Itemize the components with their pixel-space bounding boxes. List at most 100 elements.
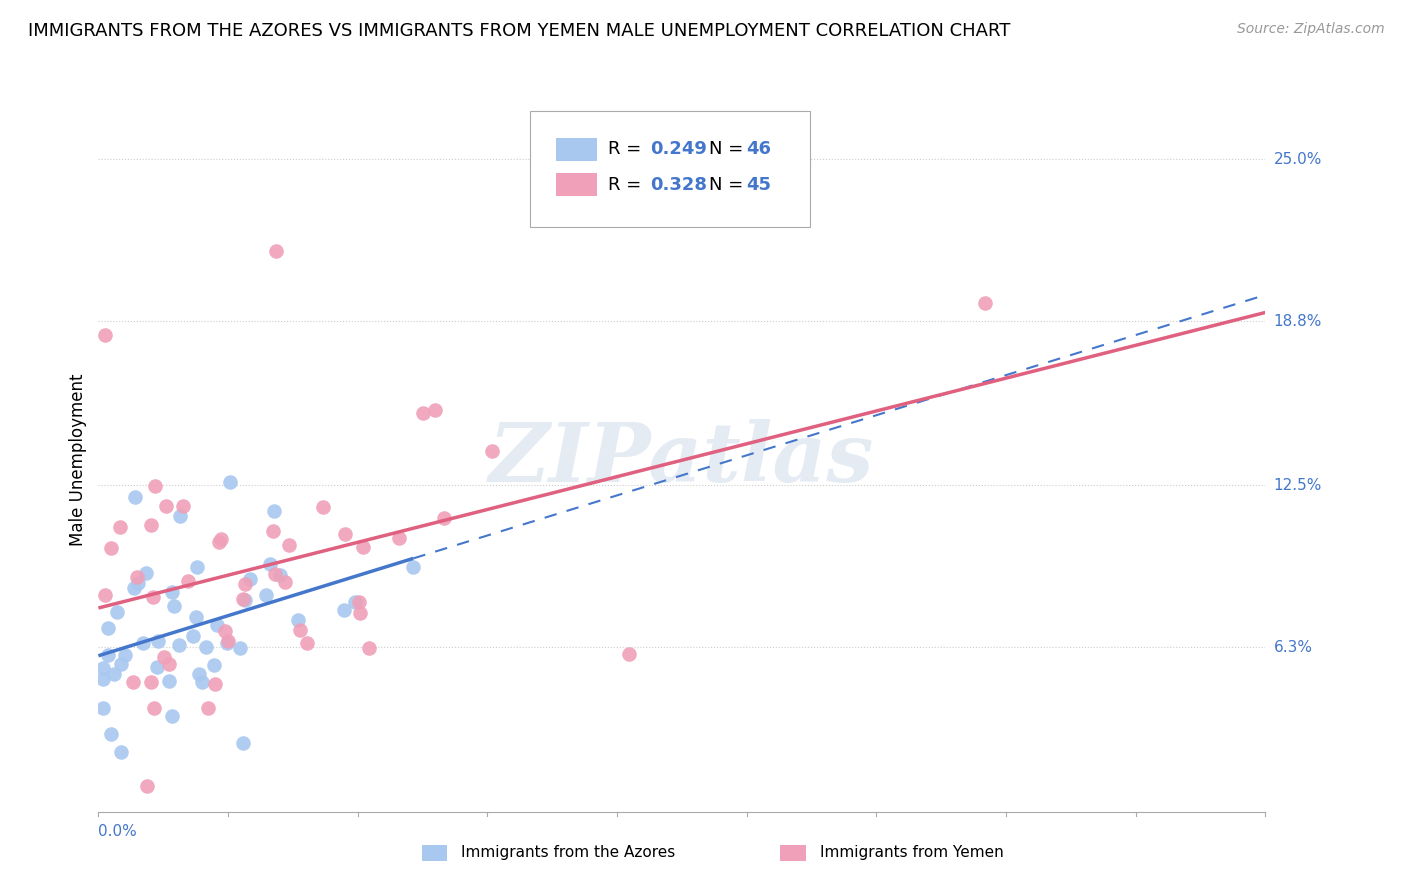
Point	[359, 641, 381, 656]
Point	[160, 585, 183, 599]
Point	[122, 675, 145, 690]
Point	[135, 779, 157, 793]
Point	[295, 636, 318, 650]
Point	[343, 595, 366, 609]
Point	[349, 595, 371, 609]
Text: Immigrants from Yemen: Immigrants from Yemen	[820, 846, 1004, 860]
Point	[205, 618, 228, 632]
Text: 12.5%: 12.5%	[1274, 478, 1322, 493]
Point	[124, 491, 146, 505]
Point	[617, 647, 640, 661]
FancyBboxPatch shape	[555, 173, 596, 196]
Point	[233, 593, 256, 607]
Point	[91, 661, 114, 675]
Point	[125, 570, 148, 584]
Text: N =: N =	[709, 176, 749, 194]
Point	[110, 520, 132, 534]
Point	[157, 673, 180, 688]
Point	[142, 701, 165, 715]
Point	[114, 648, 136, 663]
Point	[141, 518, 163, 533]
Point	[139, 674, 162, 689]
Point	[333, 603, 356, 617]
Point	[142, 590, 165, 604]
Point	[263, 504, 285, 518]
Text: 0.328: 0.328	[651, 176, 707, 194]
Text: R =: R =	[609, 176, 647, 194]
Point	[94, 588, 117, 602]
Point	[167, 638, 190, 652]
Point	[162, 708, 184, 723]
Point	[269, 568, 291, 582]
Point	[155, 499, 177, 513]
Point	[202, 658, 225, 673]
Text: 0.0%: 0.0%	[98, 824, 138, 839]
Point	[195, 640, 218, 655]
Point	[349, 607, 371, 621]
FancyBboxPatch shape	[530, 111, 810, 227]
Point	[181, 629, 204, 643]
Point	[352, 540, 374, 554]
Text: Immigrants from the Azores: Immigrants from the Azores	[461, 846, 675, 860]
Point	[204, 677, 226, 691]
Point	[157, 657, 180, 672]
Point	[110, 745, 132, 759]
Point	[146, 660, 169, 674]
Point	[290, 624, 312, 638]
Point	[232, 592, 254, 607]
Point	[335, 527, 357, 541]
Point	[217, 634, 239, 648]
Point	[143, 479, 166, 493]
Point	[186, 560, 208, 574]
Point	[107, 605, 129, 619]
Text: Source: ZipAtlas.com: Source: ZipAtlas.com	[1237, 22, 1385, 37]
Point	[127, 575, 149, 590]
Point	[274, 575, 297, 590]
Point	[97, 621, 120, 635]
Point	[218, 475, 240, 489]
Point	[425, 402, 447, 417]
Point	[387, 531, 409, 545]
Point	[122, 581, 145, 595]
Point	[208, 534, 231, 549]
Point	[135, 566, 157, 580]
Point	[287, 613, 309, 627]
Point	[100, 726, 122, 740]
Point	[103, 667, 125, 681]
Point	[91, 672, 114, 686]
Point	[233, 576, 256, 591]
Point	[264, 567, 287, 582]
Point	[197, 701, 219, 715]
Point	[184, 609, 207, 624]
Text: 25.0%: 25.0%	[1274, 152, 1322, 167]
Point	[259, 557, 281, 571]
Point	[412, 406, 434, 420]
Point	[229, 640, 252, 655]
Y-axis label: Male Unemployment: Male Unemployment	[69, 373, 87, 546]
Point	[94, 327, 117, 342]
Point	[163, 599, 186, 613]
Point	[148, 633, 170, 648]
Text: R =: R =	[609, 140, 647, 158]
FancyBboxPatch shape	[555, 138, 596, 161]
Point	[100, 541, 122, 555]
Point	[262, 524, 284, 538]
Point	[214, 624, 236, 638]
Point	[97, 648, 120, 662]
Text: ZIPatlas: ZIPatlas	[489, 419, 875, 500]
Point	[172, 499, 194, 513]
Point	[277, 538, 299, 552]
Point	[264, 244, 287, 258]
Text: 0.249: 0.249	[651, 140, 707, 158]
Text: IMMIGRANTS FROM THE AZORES VS IMMIGRANTS FROM YEMEN MALE UNEMPLOYMENT CORRELATIO: IMMIGRANTS FROM THE AZORES VS IMMIGRANTS…	[28, 22, 1011, 40]
Point	[93, 701, 115, 715]
Point	[232, 735, 254, 749]
Point	[481, 444, 503, 458]
Point	[209, 532, 232, 546]
Text: 45: 45	[747, 176, 770, 194]
Point	[176, 574, 198, 588]
Text: N =: N =	[709, 140, 749, 158]
Point	[312, 500, 335, 515]
Point	[188, 667, 211, 681]
Point	[217, 636, 239, 650]
